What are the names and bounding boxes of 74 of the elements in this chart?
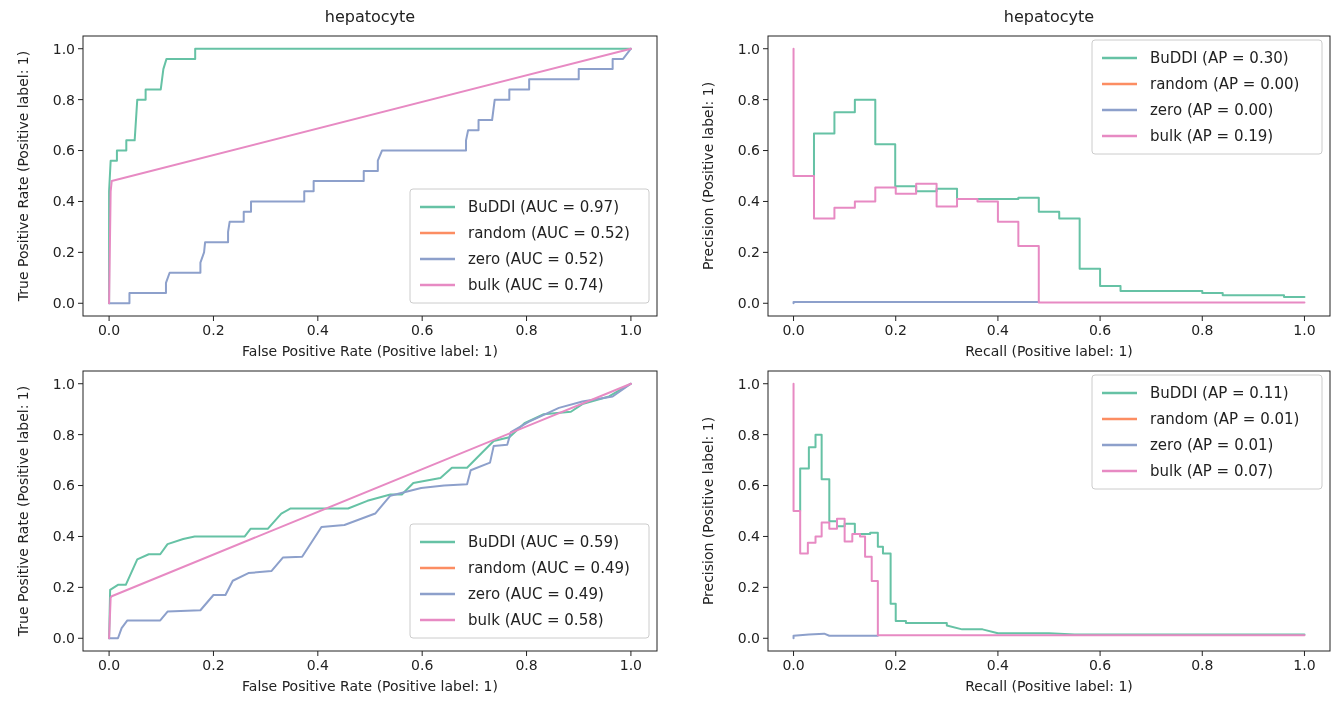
x-tick-label: 0.8 — [515, 322, 538, 338]
x-tick-label: 1.0 — [1293, 657, 1316, 673]
y-tick-label: 0.8 — [737, 426, 760, 443]
x-axis-title: Recall (Positive label: 1) — [965, 678, 1133, 694]
chart-title: hepatocyte — [1003, 7, 1095, 26]
x-tick-label: 0.4 — [986, 657, 1010, 673]
y-tick-label: 1.0 — [737, 40, 760, 57]
legend-label: random (AP = 0.00) — [1150, 75, 1300, 94]
y-axis-title: True Positive Rate (Positive label: 1) — [15, 385, 31, 638]
y-tick-label: 0.6 — [737, 477, 761, 494]
y-tick-label: 0.8 — [737, 91, 760, 108]
y-tick-label: 0.2 — [52, 244, 75, 261]
legend-label: BuDDI (AUC = 0.97) — [468, 198, 620, 217]
x-tick-label: 0.4 — [306, 322, 330, 338]
y-tick-label: 0.6 — [52, 477, 76, 494]
x-tick-label: 0.6 — [411, 657, 434, 673]
y-tick-label: 0.8 — [52, 91, 75, 108]
y-tick-label: 0.8 — [52, 426, 75, 443]
legend-label: random (AUC = 0.52) — [468, 224, 630, 243]
y-axis-title: Precision (Positive label: 1) — [700, 81, 716, 271]
x-tick-label: 0.2 — [202, 657, 225, 673]
x-tick-label: 0.8 — [1191, 322, 1214, 338]
legend-label: bulk (AP = 0.19) — [1150, 127, 1274, 146]
y-tick-label: 0.4 — [737, 193, 761, 210]
y-tick-label: 1.0 — [737, 375, 760, 392]
y-tick-label: 0.4 — [737, 528, 761, 545]
x-tick-label: 0.2 — [884, 657, 907, 673]
y-tick-label: 1.0 — [52, 375, 75, 392]
y-axis-title: True Positive Rate (Positive label: 1) — [15, 50, 31, 303]
x-tick-label: 0.8 — [1191, 657, 1214, 673]
x-tick-label: 0.0 — [97, 657, 121, 673]
x-tick-label: 0.4 — [986, 322, 1010, 338]
legend-label: bulk (AUC = 0.58) — [468, 611, 604, 630]
legend-label: random (AP = 0.01) — [1150, 410, 1300, 429]
legend-label: bulk (AP = 0.07) — [1150, 462, 1274, 481]
y-tick-label: 0.4 — [52, 528, 76, 545]
x-tick-label: 0.6 — [1088, 657, 1112, 673]
y-tick-label: 0.0 — [737, 295, 760, 312]
y-tick-label: 0.0 — [52, 630, 75, 647]
x-tick-label: 0.2 — [202, 322, 225, 338]
y-tick-label: 0.2 — [737, 579, 760, 596]
x-tick-label: 0.2 — [884, 322, 907, 338]
y-tick-label: 0.0 — [52, 295, 75, 312]
x-tick-label: 1.0 — [619, 657, 643, 673]
y-tick-label: 0.2 — [52, 579, 75, 596]
y-axis-title: Precision (Positive label: 1) — [700, 416, 716, 606]
x-tick-label: 0.4 — [306, 657, 330, 673]
x-tick-label: 0.6 — [411, 322, 434, 338]
x-tick-label: 0.0 — [97, 322, 121, 338]
legend-label: zero (AP = 0.00) — [1150, 101, 1274, 120]
legend-label: zero (AP = 0.01) — [1150, 436, 1274, 455]
legend-label: zero (AUC = 0.52) — [468, 250, 604, 269]
x-axis-title: False Positive Rate (Positive label: 1) — [242, 343, 498, 359]
y-tick-label: 0.4 — [52, 193, 76, 210]
legend-label: BuDDI (AP = 0.11) — [1150, 384, 1289, 403]
y-tick-label: 0.2 — [737, 244, 760, 261]
y-tick-label: 1.0 — [52, 40, 75, 57]
x-axis-title: Recall (Positive label: 1) — [965, 343, 1133, 359]
x-tick-label: 0.0 — [782, 657, 805, 673]
chart-title: hepatocyte — [324, 7, 416, 26]
y-tick-label: 0.6 — [52, 142, 76, 159]
y-tick-label: 0.0 — [737, 630, 760, 647]
x-tick-label: 1.0 — [619, 322, 643, 338]
legend-label: bulk (AUC = 0.74) — [468, 276, 604, 295]
y-tick-label: 0.6 — [737, 142, 761, 159]
legend-label: BuDDI (AP = 0.30) — [1150, 49, 1289, 68]
legend-label: zero (AUC = 0.49) — [468, 585, 604, 604]
x-tick-label: 1.0 — [1293, 322, 1316, 338]
x-axis-title: False Positive Rate (Positive label: 1) — [242, 678, 498, 694]
legend-label: BuDDI (AUC = 0.59) — [468, 533, 620, 552]
x-tick-label: 0.0 — [782, 322, 805, 338]
legend-label: random (AUC = 0.49) — [468, 559, 630, 578]
x-tick-label: 0.6 — [1088, 322, 1112, 338]
x-tick-label: 0.8 — [515, 657, 538, 673]
